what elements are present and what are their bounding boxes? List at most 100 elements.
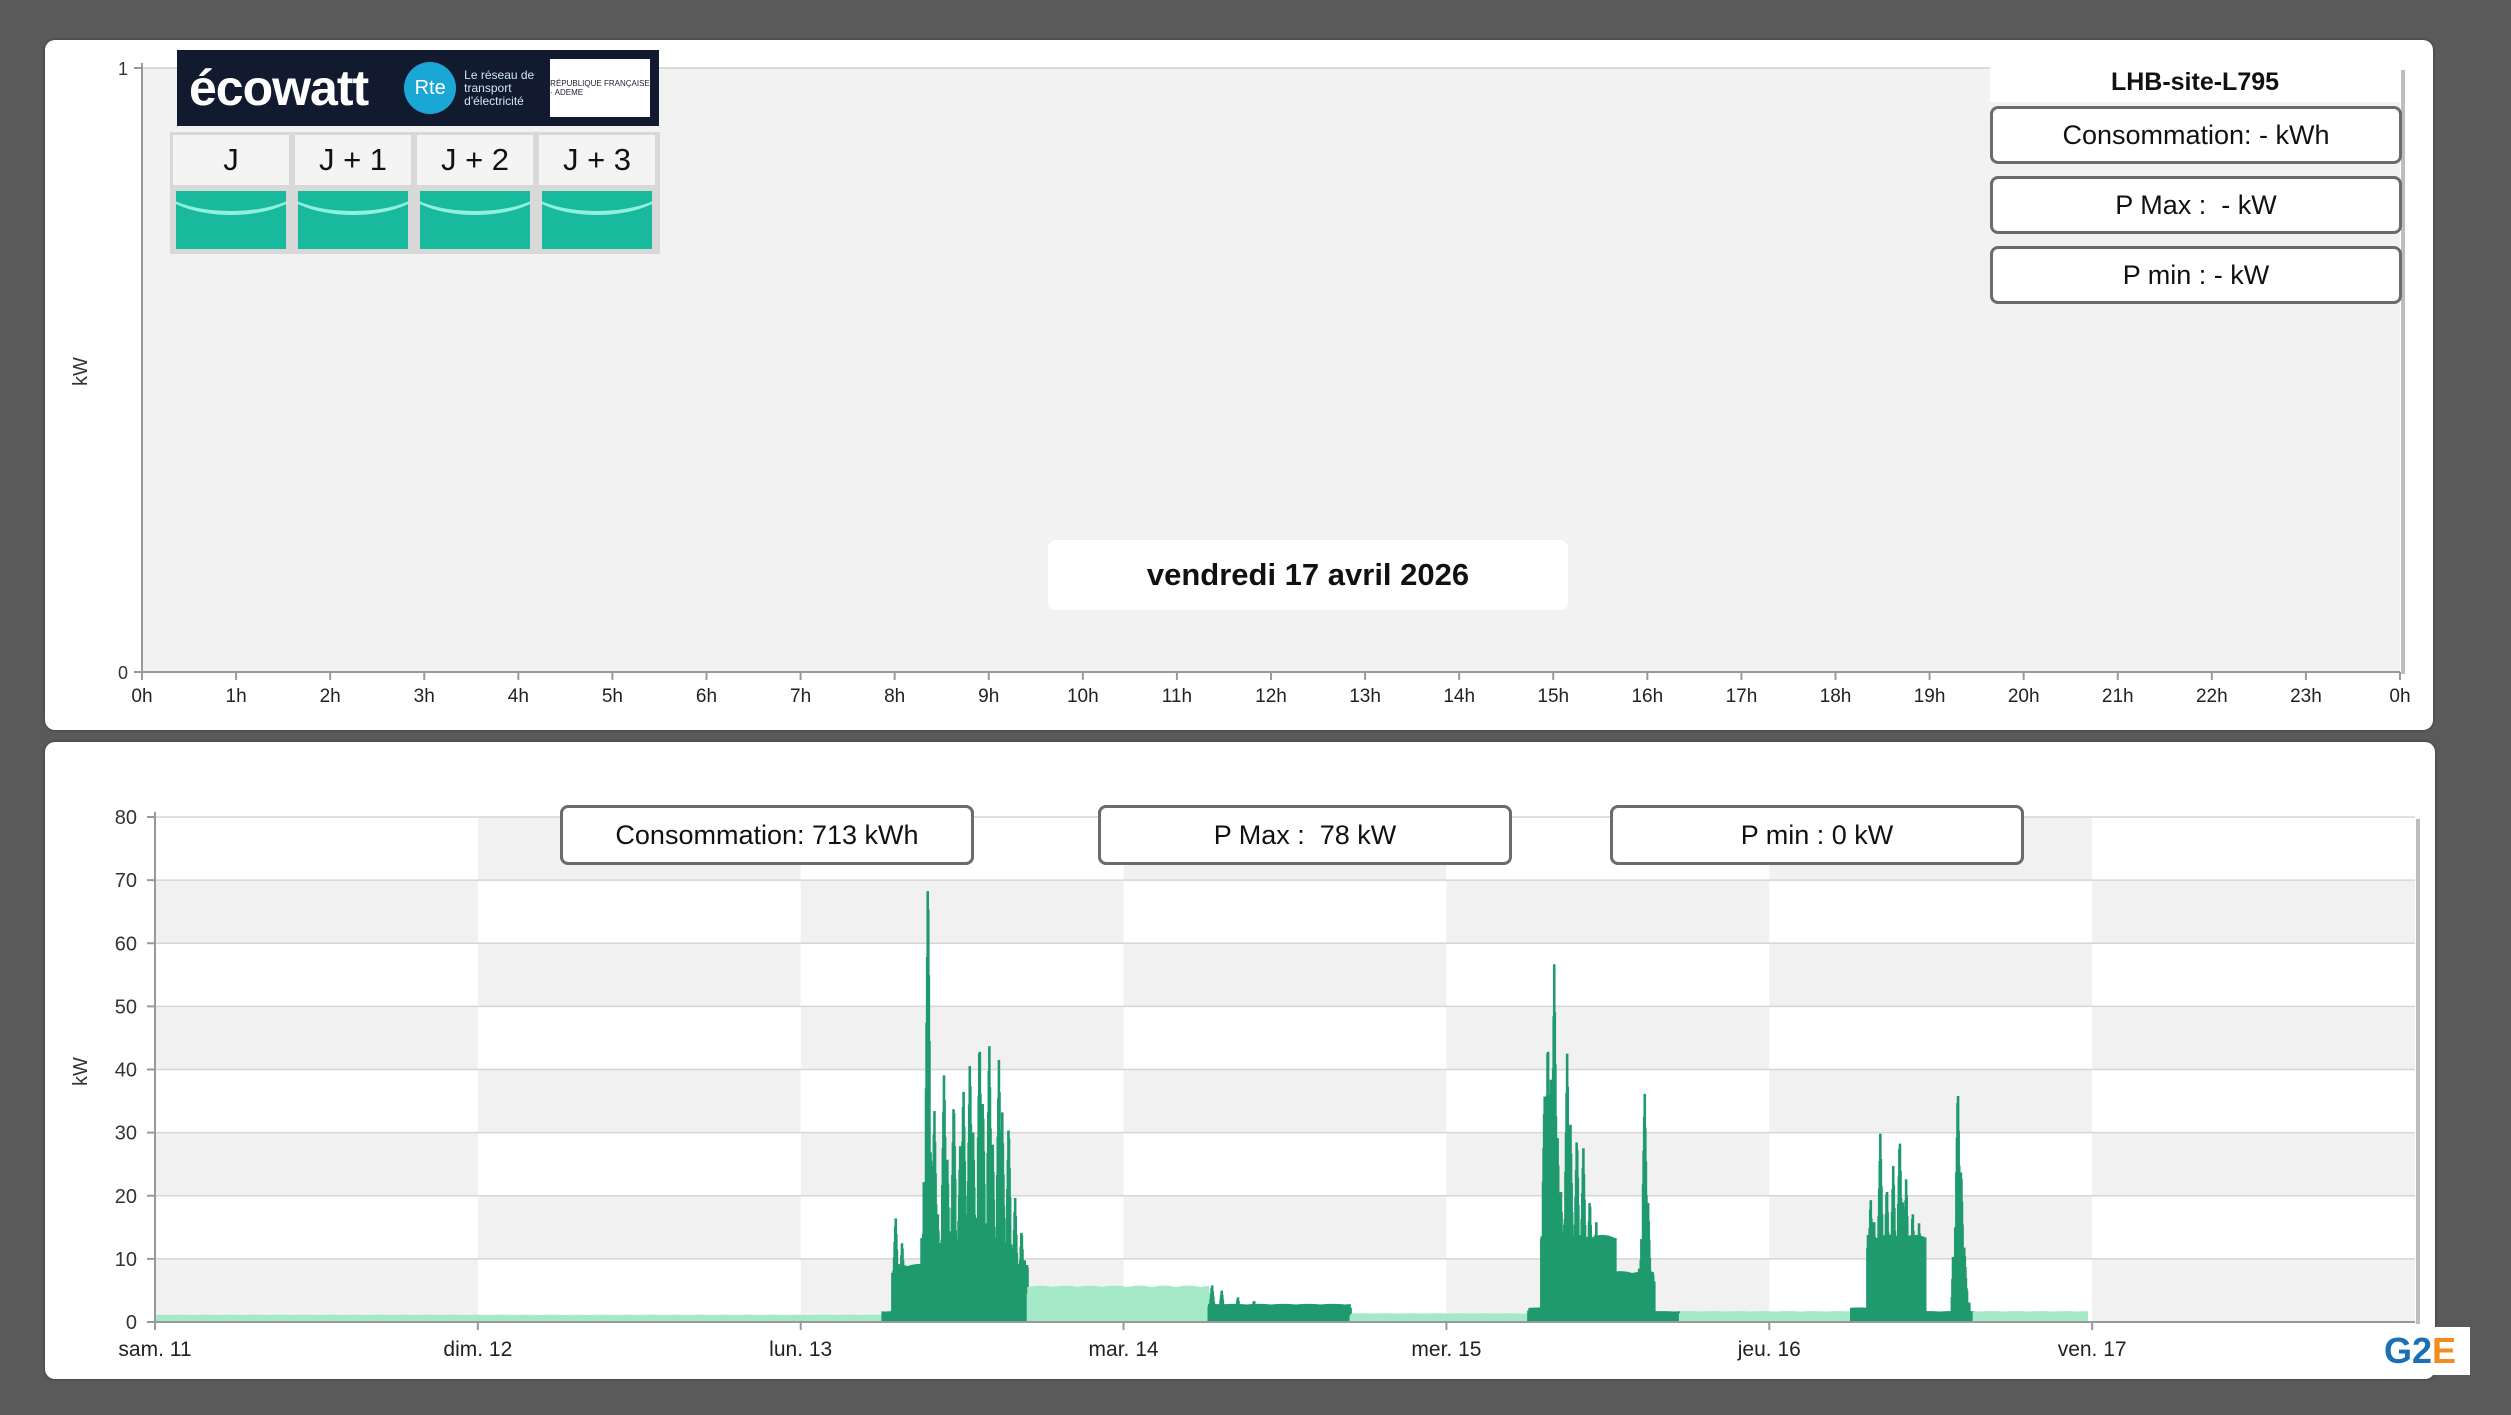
y-tick-label: 80	[115, 807, 137, 829]
daily-pmax-box: P Max : - kW	[1990, 176, 2402, 234]
plot-band	[800, 1006, 1124, 1070]
y-tick-label: 50	[115, 996, 137, 1018]
plot-band	[2092, 817, 2415, 881]
x-tick-label: 19h	[1914, 686, 1946, 707]
ecowatt-forecast: J J + 1 J + 2 J + 3	[170, 132, 660, 254]
plot-band	[1123, 1006, 1447, 1070]
daily-consommation-box: Consommation: - kWh	[1990, 106, 2402, 164]
consumption-bar	[2085, 1311, 2088, 1322]
ecowatt-signal-green	[420, 191, 530, 249]
x-tick-label: 10h	[1067, 686, 1099, 707]
x-tick-label: 23h	[2290, 686, 2322, 707]
ecowatt-signal-green	[542, 191, 652, 249]
plot-band	[477, 1069, 801, 1133]
rte-logo-icon: Rte	[404, 62, 457, 114]
weekly-pmin-box: P min : 0 kW	[1610, 805, 2024, 865]
x-tick-label: 5h	[602, 686, 623, 707]
plot-band	[1446, 1006, 1770, 1070]
weekly-chart: 0 10 20 30 40 50 60 70 80 sam. 11 dim. 12 lun. 13 ma…	[115, 807, 2420, 1361]
x-tick-label: 14h	[1443, 686, 1475, 707]
consumption-bar	[1652, 1281, 1656, 1322]
plot-band	[1769, 1006, 2093, 1070]
plot-band	[800, 943, 1124, 1007]
x-tick-label: 13h	[1349, 686, 1381, 707]
ecowatt-day-label: J + 2	[417, 135, 533, 185]
weekly-consommation-box: Consommation: 713 kWh	[560, 805, 974, 865]
plot-band	[155, 943, 478, 1007]
plot-band	[155, 880, 478, 944]
x-tick-label: 1h	[226, 686, 247, 707]
x-tick-label: 0h	[131, 686, 152, 707]
x-tick-label: 4h	[508, 686, 529, 707]
x-tick-label: 20h	[2008, 686, 2040, 707]
x-tick-label: lun. 13	[769, 1338, 832, 1361]
plot-band	[477, 880, 801, 944]
x-tick-label: mar. 14	[1089, 1338, 1159, 1361]
x-tick-label: 11h	[1162, 686, 1192, 707]
plot-band	[1769, 1069, 2093, 1133]
plot-band	[1446, 1132, 1770, 1196]
x-tick-label: 6h	[696, 686, 717, 707]
x-tick-label: 2h	[320, 686, 341, 707]
x-tick-label: 0h	[2389, 686, 2410, 707]
y-tick-label: 70	[115, 870, 137, 892]
y-tick-label: 20	[115, 1186, 137, 1208]
plot-band	[1769, 1195, 2093, 1259]
plot-band	[2092, 1258, 2415, 1322]
plot-band	[477, 943, 801, 1007]
y-axis-title: kW	[69, 357, 92, 386]
x-tick-label: 7h	[790, 686, 811, 707]
weekly-chart-panel: 0 10 20 30 40 50 60 70 80 sam. 11 dim. 12 lun. 13 ma…	[45, 742, 2470, 1379]
plot-band	[477, 1006, 801, 1070]
plot-band	[1446, 880, 1770, 944]
x-tick-label: mer. 15	[1411, 1338, 1481, 1361]
plot-band	[2092, 1069, 2415, 1133]
x-tick-label: 21h	[2102, 686, 2134, 707]
plot-band	[477, 1132, 801, 1196]
g2e-logo: G2 E	[2370, 1327, 2470, 1375]
y-tick-label: 0	[118, 663, 128, 683]
plot-band	[2092, 1006, 2415, 1070]
x-tick-label: ven. 17	[2058, 1338, 2127, 1361]
x-tick-label: 9h	[978, 686, 999, 707]
plot-band	[155, 817, 478, 881]
plot-band	[1123, 943, 1447, 1007]
daily-pmin-box: P min : - kW	[1990, 246, 2402, 304]
site-name: LHB-site-L795	[1990, 62, 2400, 102]
daily-chart-panel: 0 1 0h 1h 2h 3h 4h 5h 6h 7h 8h 9h 10h 11h 12h 13h 14h 15h…	[45, 40, 2433, 730]
y-axis-title: kW	[69, 1057, 92, 1086]
consumption-bar	[1923, 1237, 1927, 1322]
y-tick-label: 30	[115, 1123, 137, 1145]
y-tick-label: 0	[126, 1312, 137, 1334]
x-tick-label: 8h	[884, 686, 905, 707]
plot-band	[155, 1006, 478, 1070]
ecowatt-logo: écowatt	[189, 60, 369, 116]
ecowatt-day-label: J	[173, 135, 289, 185]
g2e-logo-accent: E	[2432, 1330, 2457, 1371]
ecowatt-signal-green	[176, 191, 286, 249]
y-tick-label: 1	[118, 59, 128, 79]
plot-band	[2092, 943, 2415, 1007]
plot-band	[1769, 1132, 2093, 1196]
plot-band	[477, 1195, 801, 1259]
plot-band	[2092, 1195, 2415, 1259]
republique-francaise-logo: RÉPUBLIQUE FRANÇAISE · ADEME	[550, 59, 651, 117]
x-tick-label: 3h	[414, 686, 435, 707]
x-tick-label: 15h	[1537, 686, 1569, 707]
x-tick-label: 22h	[2196, 686, 2228, 707]
plot-band	[1446, 943, 1770, 1007]
plot-band	[1769, 880, 2093, 944]
ecowatt-banner: écowatt Rte Le réseau de transport d'éle…	[177, 50, 659, 126]
weekly-pmax-box: P Max : 78 kW	[1098, 805, 1512, 865]
plot-band	[1123, 1132, 1447, 1196]
x-tick-label: sam. 11	[118, 1338, 191, 1361]
plot-band	[1769, 943, 2093, 1007]
ecowatt-signal-green	[298, 191, 408, 249]
x-tick-label: 18h	[1820, 686, 1852, 707]
y-tick-label: 10	[115, 1249, 137, 1271]
g2e-logo-text: G2	[2383, 1330, 2432, 1371]
rte-caption: Le réseau de transport d'électricité	[464, 67, 535, 108]
plot-band	[1123, 880, 1447, 944]
x-tick-label: 12h	[1255, 686, 1287, 707]
plot-band	[1446, 1069, 1770, 1133]
